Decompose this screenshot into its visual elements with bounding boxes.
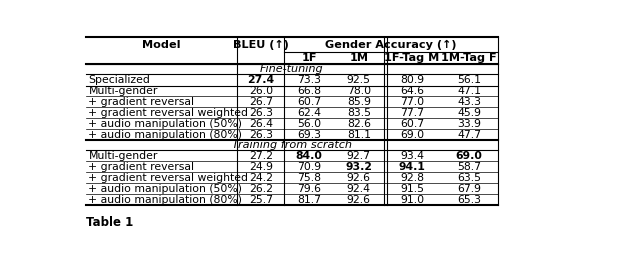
- Text: 92.6: 92.6: [347, 173, 371, 183]
- Text: + gradient reversal: + gradient reversal: [88, 162, 195, 172]
- Text: Model: Model: [142, 40, 181, 50]
- Text: 33.9: 33.9: [457, 119, 481, 129]
- Text: 65.3: 65.3: [457, 195, 481, 205]
- Text: 26.3: 26.3: [249, 108, 273, 118]
- Text: 24.2: 24.2: [249, 173, 273, 183]
- Text: 43.3: 43.3: [457, 97, 481, 107]
- Text: + audio manipulation (80%): + audio manipulation (80%): [88, 130, 243, 140]
- Text: 26.2: 26.2: [249, 184, 273, 194]
- Text: 47.1: 47.1: [457, 86, 481, 96]
- Text: 45.9: 45.9: [457, 108, 481, 118]
- Text: 80.9: 80.9: [400, 75, 424, 85]
- Text: 56.1: 56.1: [457, 75, 481, 85]
- Text: 73.3: 73.3: [297, 75, 321, 85]
- Text: 58.7: 58.7: [457, 162, 481, 172]
- Text: 26.4: 26.4: [249, 119, 273, 129]
- Text: 91.5: 91.5: [400, 184, 424, 194]
- Text: 77.7: 77.7: [400, 108, 424, 118]
- Text: 85.9: 85.9: [347, 97, 371, 107]
- Text: 56.0: 56.0: [297, 119, 321, 129]
- Text: 94.1: 94.1: [399, 162, 426, 172]
- Text: + gradient reversal: + gradient reversal: [88, 97, 195, 107]
- Text: 93.2: 93.2: [345, 162, 372, 172]
- Text: 62.4: 62.4: [297, 108, 321, 118]
- Text: 69.3: 69.3: [297, 130, 321, 140]
- Text: 91.0: 91.0: [400, 195, 424, 205]
- Text: 63.5: 63.5: [457, 173, 481, 183]
- Text: BLEU (↑): BLEU (↑): [233, 40, 289, 50]
- Text: 26.3: 26.3: [249, 130, 273, 140]
- Text: 1M: 1M: [349, 53, 368, 63]
- Text: Gender Accuracy (↑): Gender Accuracy (↑): [325, 40, 457, 50]
- Text: 92.7: 92.7: [347, 151, 371, 161]
- Text: 82.6: 82.6: [347, 119, 371, 129]
- Text: 75.8: 75.8: [297, 173, 321, 183]
- Text: Table 1: Table 1: [86, 216, 133, 229]
- Text: 79.6: 79.6: [297, 184, 321, 194]
- Text: 81.1: 81.1: [347, 130, 371, 140]
- Text: 83.5: 83.5: [347, 108, 371, 118]
- Text: Training from scratch: Training from scratch: [232, 140, 352, 150]
- Text: 1M-Tag F: 1M-Tag F: [442, 53, 497, 63]
- Text: + gradient reversal weighted: + gradient reversal weighted: [88, 108, 248, 118]
- Text: + audio manipulation (50%): + audio manipulation (50%): [88, 119, 243, 129]
- Text: 69.0: 69.0: [456, 151, 483, 161]
- Text: 60.7: 60.7: [297, 97, 321, 107]
- Text: Multi-gender: Multi-gender: [88, 86, 158, 96]
- Text: 78.0: 78.0: [347, 86, 371, 96]
- Text: 47.7: 47.7: [457, 130, 481, 140]
- Text: 24.9: 24.9: [249, 162, 273, 172]
- Text: + audio manipulation (50%): + audio manipulation (50%): [88, 184, 243, 194]
- Text: + gradient reversal weighted: + gradient reversal weighted: [88, 173, 248, 183]
- Text: 1F-Tag M: 1F-Tag M: [385, 53, 440, 63]
- Text: 64.6: 64.6: [400, 86, 424, 96]
- Text: 67.9: 67.9: [457, 184, 481, 194]
- Text: 27.4: 27.4: [247, 75, 275, 85]
- Text: 70.9: 70.9: [297, 162, 321, 172]
- Text: Fine-tuning: Fine-tuning: [260, 64, 324, 74]
- Text: 84.0: 84.0: [296, 151, 323, 161]
- Text: Specialized: Specialized: [88, 75, 150, 85]
- Text: 1F: 1F: [301, 53, 317, 63]
- Text: 26.7: 26.7: [249, 97, 273, 107]
- Text: 77.0: 77.0: [400, 97, 424, 107]
- Text: 92.5: 92.5: [347, 75, 371, 85]
- Text: 92.6: 92.6: [347, 195, 371, 205]
- Text: 69.0: 69.0: [400, 130, 424, 140]
- Text: 93.4: 93.4: [400, 151, 424, 161]
- Text: 26.0: 26.0: [249, 86, 273, 96]
- Text: 60.7: 60.7: [400, 119, 424, 129]
- Text: 25.7: 25.7: [249, 195, 273, 205]
- Text: 27.2: 27.2: [249, 151, 273, 161]
- Text: 92.8: 92.8: [400, 173, 424, 183]
- Text: + audio manipulation (80%): + audio manipulation (80%): [88, 195, 243, 205]
- Text: 81.7: 81.7: [297, 195, 321, 205]
- Text: Multi-gender: Multi-gender: [88, 151, 158, 161]
- Text: 66.8: 66.8: [297, 86, 321, 96]
- Text: 92.4: 92.4: [347, 184, 371, 194]
